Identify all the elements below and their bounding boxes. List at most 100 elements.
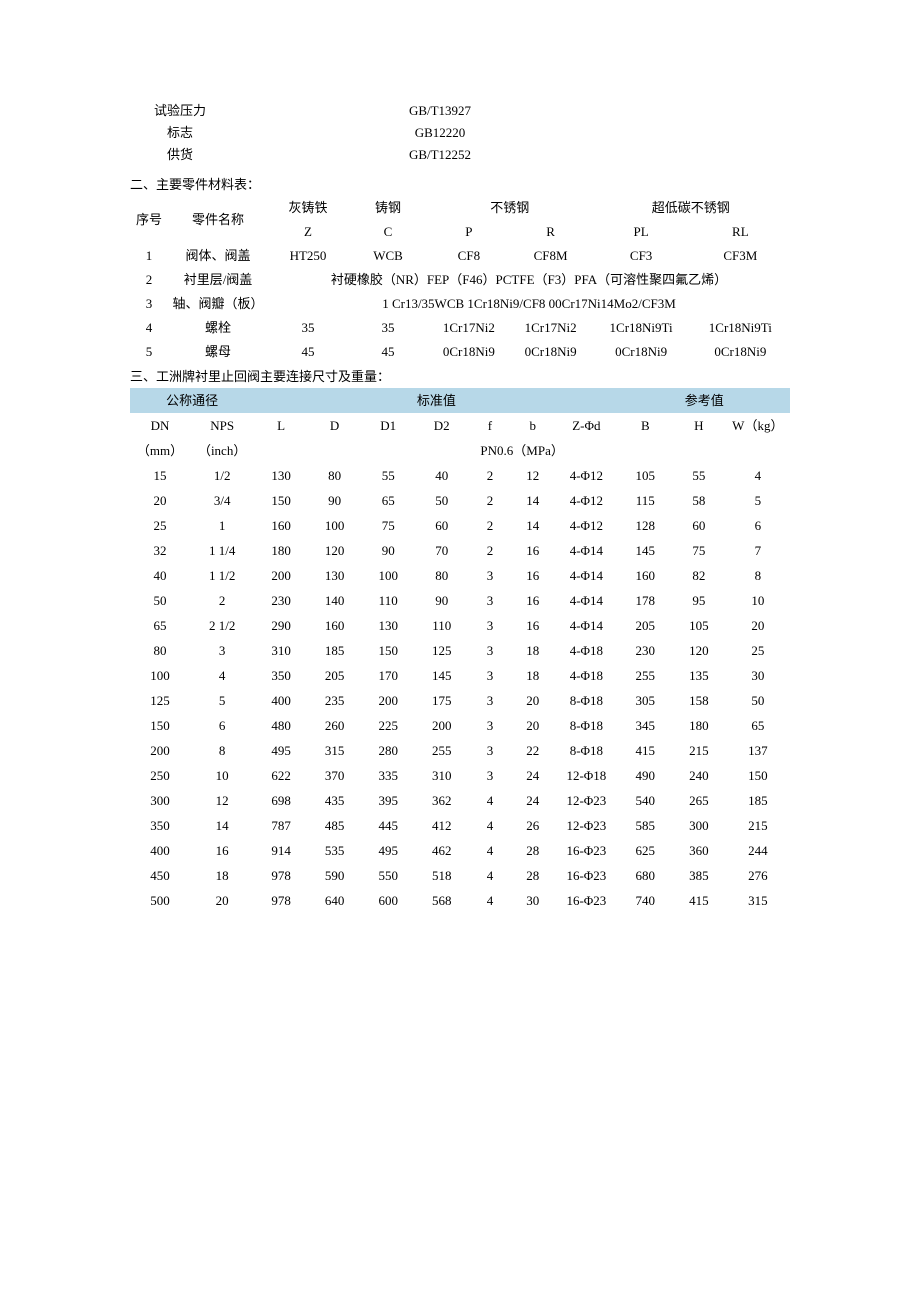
dims-cell-L: 698 xyxy=(254,788,308,813)
dims-cell-W: 65 xyxy=(726,713,790,738)
dims-cell-f: 3 xyxy=(469,638,512,663)
dims-cell-B: 178 xyxy=(619,588,673,613)
dims-row: 321 1/418012090702164-Φ14145757 xyxy=(130,538,790,563)
materials-cell-RL: 0Cr18Ni9 xyxy=(691,340,790,364)
dims-cell-D2: 518 xyxy=(415,863,469,888)
spec-label: 试验压力 xyxy=(130,100,210,122)
dims-cell-B: 160 xyxy=(619,563,673,588)
dims-col-DN: DN xyxy=(130,413,190,438)
dims-cell-B: 145 xyxy=(619,538,673,563)
dims-cell-D1: 600 xyxy=(361,888,415,913)
dims-cell-NPS: 4 xyxy=(190,663,254,688)
dims-cell-f: 3 xyxy=(469,563,512,588)
dims-cell-NPS: 3/4 xyxy=(190,488,254,513)
dims-cell-NPS: 10 xyxy=(190,763,254,788)
dims-row: 401 1/2200130100803164-Φ14160828 xyxy=(130,563,790,588)
materials-cell-span: 1 Cr13/35WCB 1Cr18Ni9/CF8 00Cr17Ni14Mo2/… xyxy=(268,292,790,316)
materials-col-R: R xyxy=(510,220,592,244)
dims-cell-Z: 4-Φ12 xyxy=(554,488,618,513)
dims-cell-W: 25 xyxy=(726,638,790,663)
dims-cell-H: 360 xyxy=(672,838,726,863)
dims-cell-D: 535 xyxy=(308,838,362,863)
dims-row: 3501478748544541242612-Φ23585300215 xyxy=(130,813,790,838)
dims-cell-H: 158 xyxy=(672,688,726,713)
dims-cell-D1: 335 xyxy=(361,763,415,788)
dims-cell-W: 5 xyxy=(726,488,790,513)
materials-cell-RL: CF3M xyxy=(691,244,790,268)
dims-cell-B: 540 xyxy=(619,788,673,813)
dims-cell-L: 290 xyxy=(254,613,308,638)
dims-cell-Z: 4-Φ14 xyxy=(554,613,618,638)
dims-cell-W: 276 xyxy=(726,863,790,888)
dims-cell-D2: 255 xyxy=(415,738,469,763)
dims-col-b: b xyxy=(511,413,554,438)
dims-cell-H: 55 xyxy=(672,463,726,488)
dims-cell-b: 20 xyxy=(511,713,554,738)
dims-cell-B: 205 xyxy=(619,613,673,638)
materials-cell-Z: 35 xyxy=(268,316,348,340)
dims-cell-Z: 4-Φ14 xyxy=(554,588,618,613)
dims-cell-L: 914 xyxy=(254,838,308,863)
dims-cell-DN: 150 xyxy=(130,713,190,738)
materials-col-ultra-low-c: 超低碳不锈钢 xyxy=(592,196,791,220)
dims-cell-Z: 8-Φ18 xyxy=(554,713,618,738)
dims-cell-H: 180 xyxy=(672,713,726,738)
dims-cell-L: 622 xyxy=(254,763,308,788)
dims-cell-b: 28 xyxy=(511,863,554,888)
dims-cell-DN: 32 xyxy=(130,538,190,563)
dims-cell-f: 4 xyxy=(469,788,512,813)
dims-cell-D1: 445 xyxy=(361,813,415,838)
dims-cell-W: 50 xyxy=(726,688,790,713)
dims-cell-H: 240 xyxy=(672,763,726,788)
dims-header-row2: DN NPS L D D1 D2 f b Z-Φd B H W（kg） xyxy=(130,413,790,438)
dims-cell-D: 185 xyxy=(308,638,362,663)
dims-cell-b: 24 xyxy=(511,788,554,813)
materials-col-cast-steel: 铸钢 xyxy=(348,196,428,220)
dims-cell-W: 215 xyxy=(726,813,790,838)
dims-col-Z: Z-Φd xyxy=(554,413,618,438)
materials-cell-idx: 4 xyxy=(130,316,168,340)
dims-cell-DN: 20 xyxy=(130,488,190,513)
dims-cell-DN: 300 xyxy=(130,788,190,813)
materials-cell-name: 阀体、阀盖 xyxy=(168,244,268,268)
dims-cell-D1: 150 xyxy=(361,638,415,663)
materials-cell-P: CF8 xyxy=(428,244,510,268)
materials-cell-P: 0Cr18Ni9 xyxy=(428,340,510,364)
dims-cell-NPS: 18 xyxy=(190,863,254,888)
dims-cell-B: 415 xyxy=(619,738,673,763)
dims-cell-B: 625 xyxy=(619,838,673,863)
materials-cell-RL: 1Cr18Ni9Ti xyxy=(691,316,790,340)
dims-cell-NPS: 20 xyxy=(190,888,254,913)
dims-cell-D2: 90 xyxy=(415,588,469,613)
dims-cell-D2: 310 xyxy=(415,763,469,788)
dims-col-L: L xyxy=(254,413,308,438)
dims-nps-unit: （inch） xyxy=(190,438,254,463)
dims-cell-b: 16 xyxy=(511,563,554,588)
dims-cell-D2: 125 xyxy=(415,638,469,663)
materials-cell-C: WCB xyxy=(348,244,428,268)
dims-cell-W: 8 xyxy=(726,563,790,588)
dims-cell-b: 18 xyxy=(511,663,554,688)
dims-cell-NPS: 8 xyxy=(190,738,254,763)
dims-cell-Z: 4-Φ14 xyxy=(554,538,618,563)
materials-col-stainless: 不锈钢 xyxy=(428,196,592,220)
materials-cell-R: CF8M xyxy=(510,244,592,268)
dims-cell-H: 105 xyxy=(672,613,726,638)
materials-cell-C: 45 xyxy=(348,340,428,364)
dims-col-D: D xyxy=(308,413,362,438)
dims-cell-H: 82 xyxy=(672,563,726,588)
dims-cell-H: 385 xyxy=(672,863,726,888)
dims-cell-DN: 450 xyxy=(130,863,190,888)
materials-cell-name: 轴、阀瓣（板） xyxy=(168,292,268,316)
dims-cell-Z: 16-Φ23 xyxy=(554,838,618,863)
dims-cell-NPS: 2 1/2 xyxy=(190,613,254,638)
dims-cell-NPS: 12 xyxy=(190,788,254,813)
dims-cell-L: 978 xyxy=(254,863,308,888)
dims-cell-H: 300 xyxy=(672,813,726,838)
dims-row: 652 1/22901601301103164-Φ1420510520 xyxy=(130,613,790,638)
dims-cell-D2: 145 xyxy=(415,663,469,688)
dims-pressure: PN0.6（MPa） xyxy=(254,438,790,463)
dims-cell-W: 315 xyxy=(726,888,790,913)
dims-cell-f: 3 xyxy=(469,613,512,638)
dims-cell-W: 244 xyxy=(726,838,790,863)
